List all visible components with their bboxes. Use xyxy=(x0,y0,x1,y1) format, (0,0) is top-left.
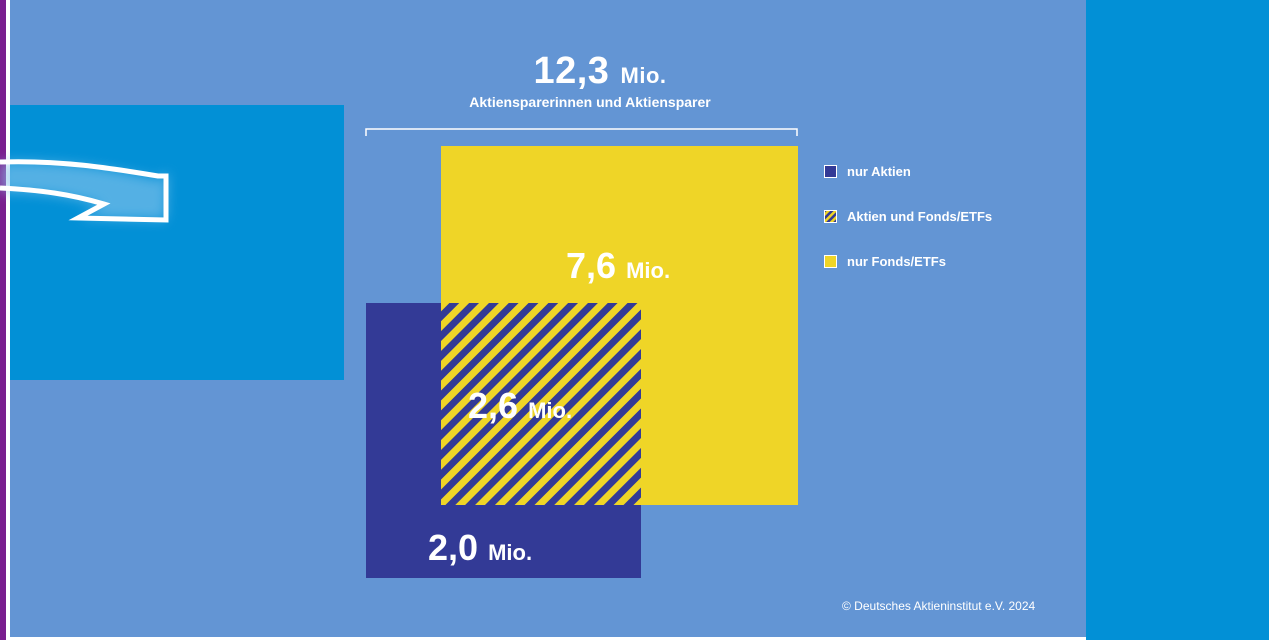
right-panel xyxy=(1086,0,1269,640)
stocks-value-label: 2,0 Mio. xyxy=(428,527,532,569)
legend-swatch-stocks xyxy=(824,164,837,178)
legend-item-both: Aktien und Fonds/ETFs xyxy=(824,205,992,227)
legend-label: Aktien und Fonds/ETFs xyxy=(847,208,993,224)
funds-value-label: 7,6 Mio. xyxy=(566,245,670,287)
total-bracket xyxy=(365,128,798,136)
legend-label: nur Aktien xyxy=(847,163,911,179)
funds-number: 7,6 xyxy=(566,245,617,286)
chart xyxy=(365,128,798,578)
legend-swatch-funds xyxy=(824,254,837,268)
total-value: 12,3 Mio. xyxy=(470,50,730,93)
legend: nur Aktien Aktien und Fonds/ETFs nur Fon… xyxy=(824,160,992,295)
legend-swatch-both xyxy=(824,209,837,223)
stocks-unit: Mio. xyxy=(488,540,533,565)
overlap-unit: Mio. xyxy=(528,398,573,423)
total-unit: Mio. xyxy=(620,63,667,88)
left-accent-bar xyxy=(0,0,6,640)
bottom-divider xyxy=(10,637,1086,640)
legend-item-funds: nur Fonds/ETFs xyxy=(824,250,992,272)
stocks-number: 2,0 xyxy=(428,527,479,568)
total-label: Aktiensparerinnen und Aktiensparer xyxy=(469,94,711,110)
funds-unit: Mio. xyxy=(626,258,671,283)
overlap-number: 2,6 xyxy=(468,385,519,426)
left-accent-divider xyxy=(6,0,10,640)
overlap-value-label: 2,6 Mio. xyxy=(468,385,572,427)
overlap-area xyxy=(441,303,641,505)
legend-item-stocks: nur Aktien xyxy=(824,160,992,182)
left-panel xyxy=(10,105,344,380)
arrow-icon xyxy=(0,159,169,223)
copyright-text: © Deutsches Aktieninstitut e.V. 2024 xyxy=(842,599,1036,613)
total-number: 12,3 xyxy=(533,50,610,92)
legend-label: nur Fonds/ETFs xyxy=(847,253,946,269)
